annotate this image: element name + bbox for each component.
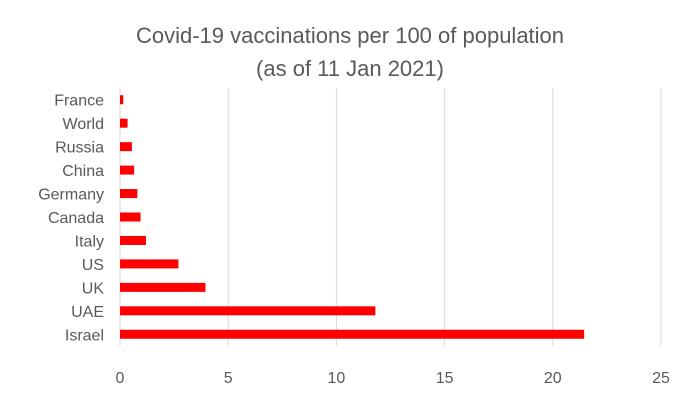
- bar-uk: [120, 282, 206, 292]
- bar-uae: [120, 306, 376, 316]
- category-label-world: World: [63, 116, 105, 133]
- grid-lines: [119, 88, 662, 346]
- x-tick-label: 25: [652, 370, 670, 387]
- category-labels: France World Russia China Germany Canada Italy…: [38, 93, 104, 345]
- x-tick-label: 20: [544, 370, 562, 387]
- bars: [120, 95, 585, 339]
- chart-subtitle: (as of 11 Jan 2021): [256, 56, 444, 81]
- bar-china: [120, 165, 135, 175]
- category-label-israel: Israel: [65, 327, 104, 344]
- category-label-russia: Russia: [55, 140, 104, 157]
- bar-russia: [120, 142, 132, 152]
- bar-italy: [120, 235, 146, 245]
- category-label-uk: UK: [82, 280, 105, 297]
- category-label-italy: Italy: [75, 233, 104, 250]
- category-label-uae: UAE: [71, 304, 104, 321]
- x-tick-label: 0: [116, 370, 125, 387]
- category-label-france: France: [54, 93, 104, 110]
- chart-title: Covid-19 vaccinations per 100 of populat…: [136, 23, 564, 48]
- category-label-canada: Canada: [48, 210, 104, 227]
- x-tick-label: 5: [224, 370, 233, 387]
- bar-israel: [120, 329, 585, 339]
- category-label-germany: Germany: [38, 187, 104, 204]
- x-axis-ticks: 0 5 10 15 20 25: [116, 370, 670, 387]
- x-tick-label: 10: [328, 370, 346, 387]
- category-label-china: China: [62, 163, 104, 180]
- bar-canada: [120, 212, 141, 222]
- x-tick-label: 15: [436, 370, 454, 387]
- bar-france: [120, 95, 124, 105]
- category-label-us: US: [82, 257, 104, 274]
- bar-world: [120, 118, 128, 128]
- bar-us: [120, 259, 179, 269]
- bar-germany: [120, 189, 138, 199]
